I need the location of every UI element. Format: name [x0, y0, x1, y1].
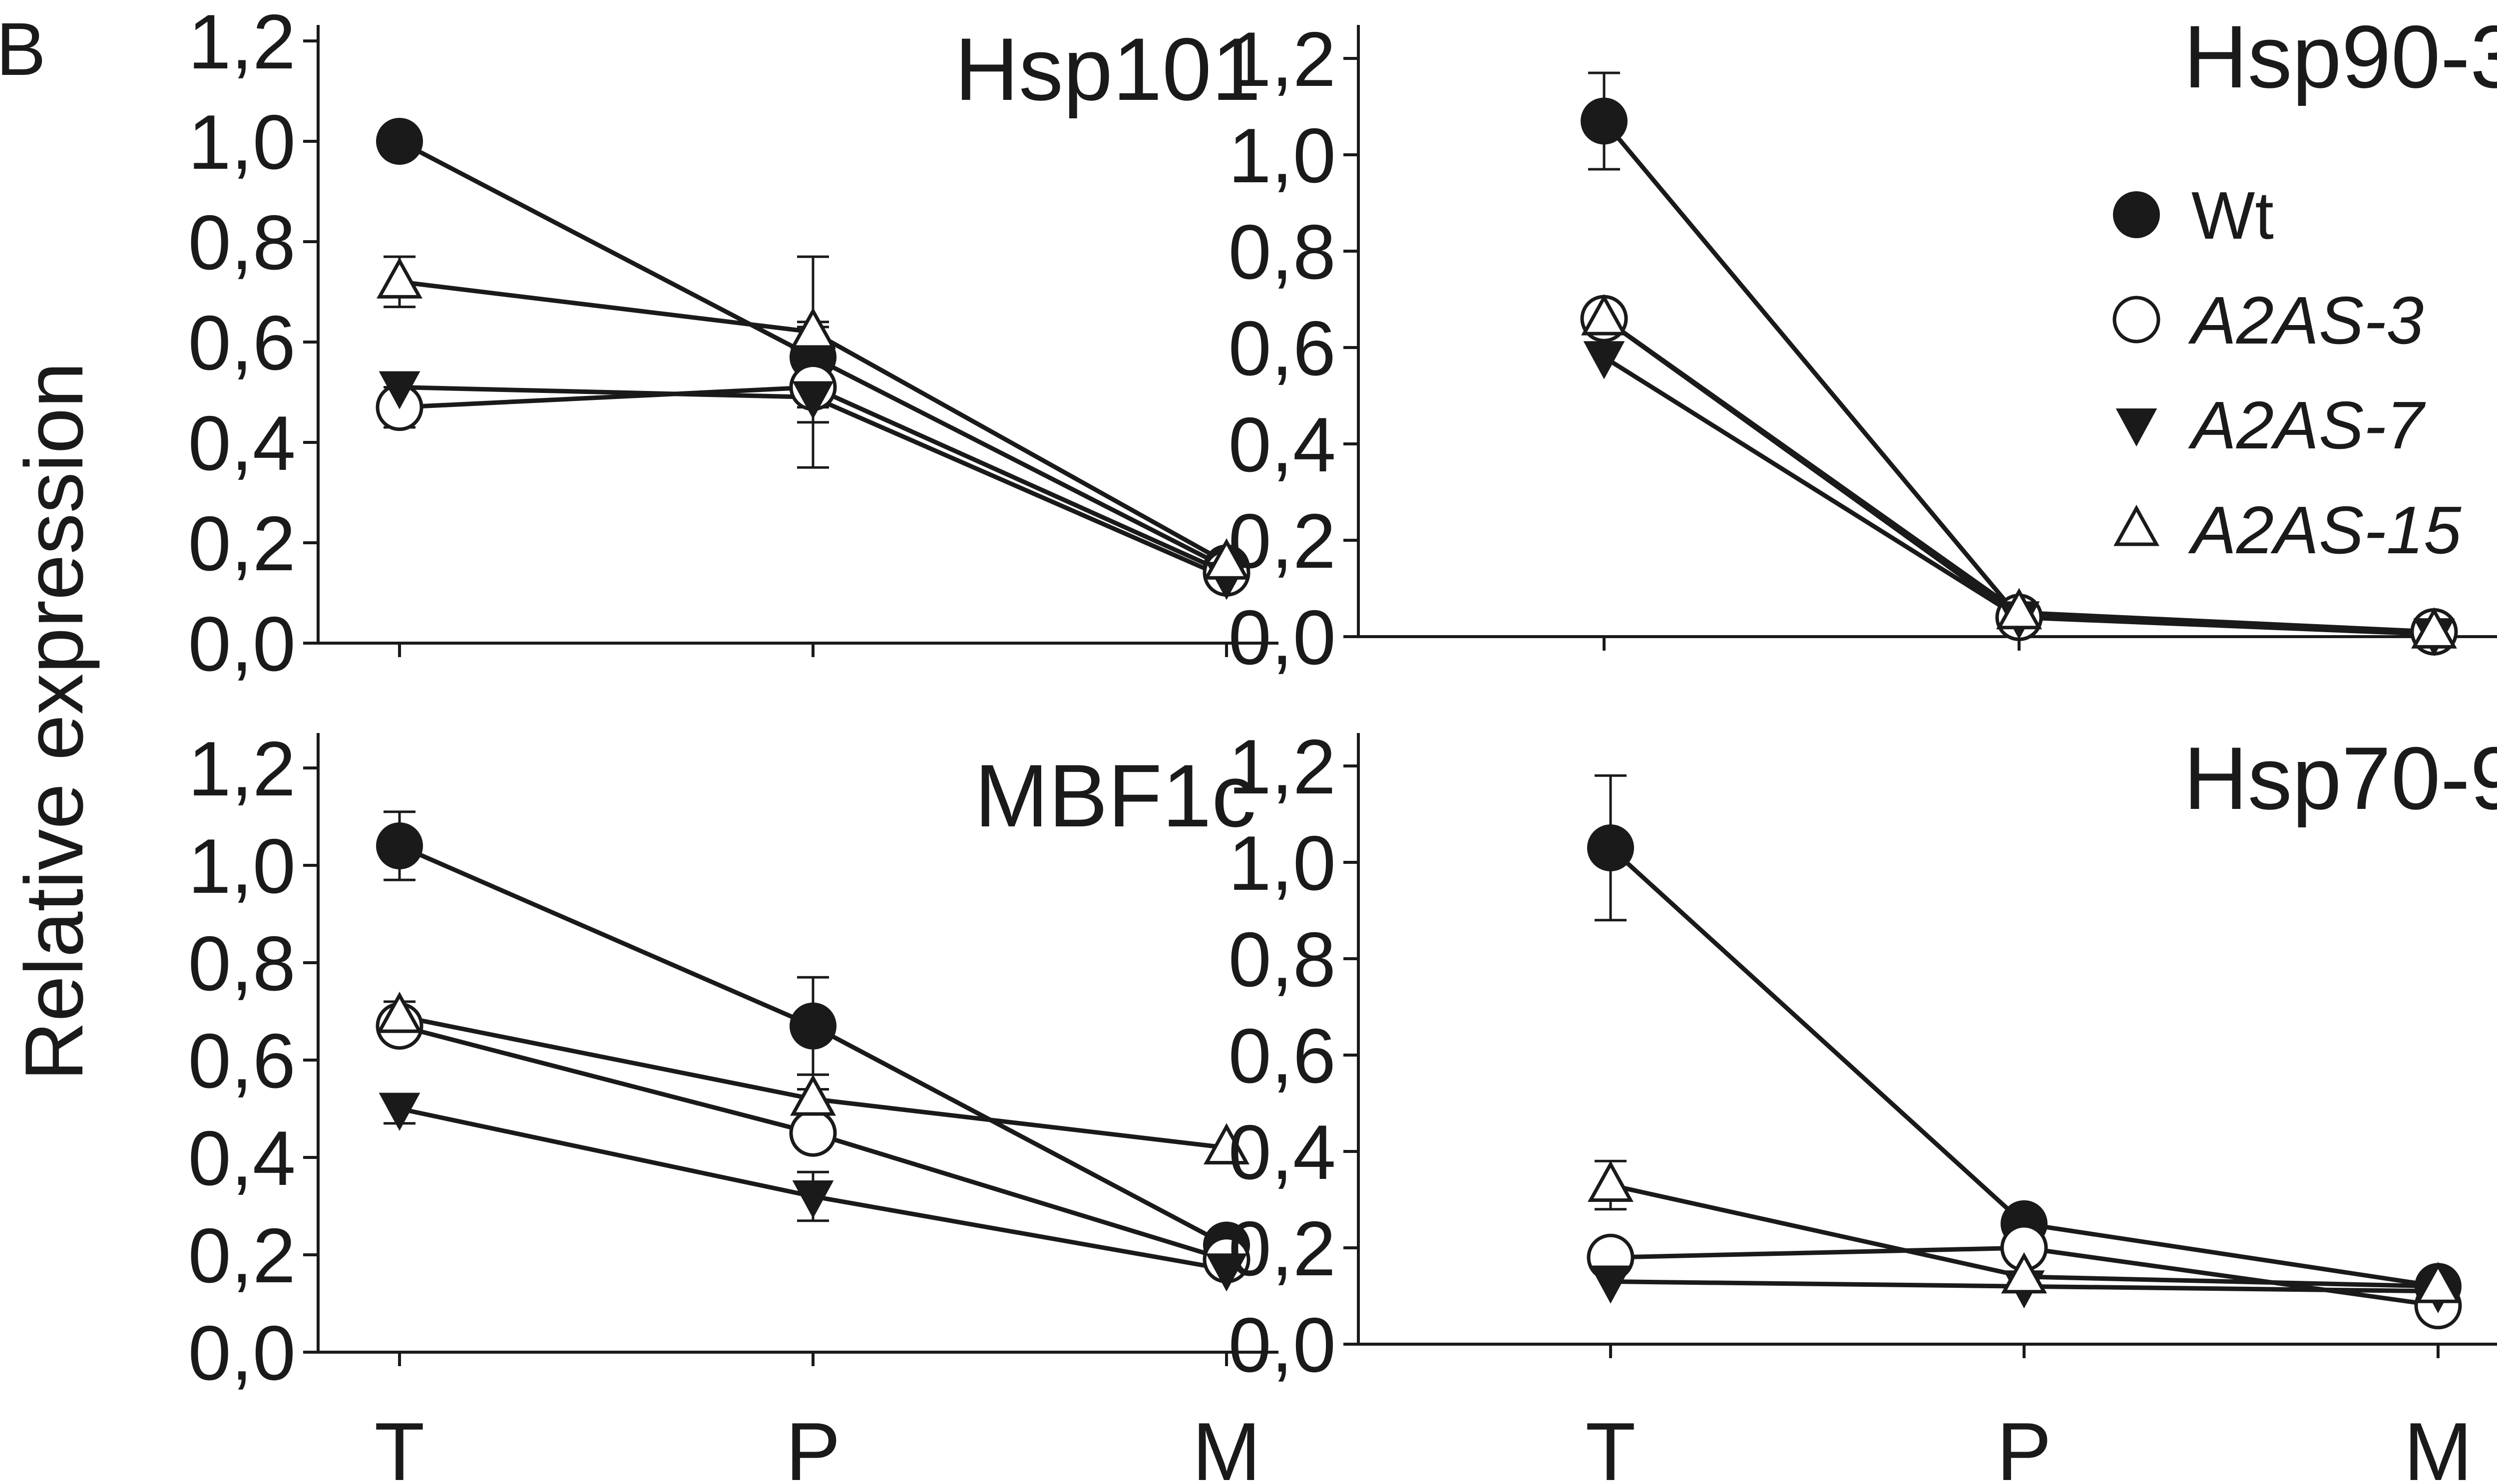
- y-tick-label: 0,4: [1229, 1109, 1336, 1195]
- data-point-wt: [790, 1002, 836, 1050]
- y-tick-label: 1,0: [1229, 820, 1336, 906]
- y-tick-label: 0,4: [188, 400, 296, 486]
- panel-title: MBF1c: [974, 746, 1256, 845]
- data-point-a2as-7: [792, 381, 834, 419]
- data-point-a2as-15: [2001, 1252, 2047, 1294]
- data-point-a2as-15: [2411, 607, 2457, 649]
- panel-hsp70-9: 0,0 0,2 0,4 0,6 0,8 1,0 1,2 T P M Hsp70-9: [1229, 724, 2497, 1484]
- x-tick-label: T: [375, 1406, 425, 1484]
- y-tick-label: 0,4: [1229, 401, 1336, 488]
- data-point-wt: [376, 822, 423, 869]
- y-tick-label: 1,0: [188, 823, 296, 909]
- y-tick-label: 1,2: [1229, 16, 1336, 102]
- data-point-a2as-7: [1583, 341, 1625, 379]
- panel-title: Hsp101: [954, 19, 1261, 119]
- data-point-a2as-15: [1581, 294, 1627, 336]
- data-point-a2as-15: [2415, 1261, 2461, 1303]
- panel-hsp90-3: 0,0 0,2 0,4 0,6 0,8 1,0 1,2 Hsp90-3: [1229, 7, 2497, 681]
- y-tick-label: 0,2: [188, 1212, 296, 1299]
- x-tick-label: M: [1192, 1406, 1260, 1484]
- y-tick-label: 0,6: [188, 300, 296, 386]
- x-tick-label: P: [1997, 1406, 2052, 1484]
- y-tick-label: 0,8: [1229, 916, 1336, 1003]
- legend-marker-wt: [2113, 191, 2160, 238]
- data-point-a2as-3: [789, 1109, 837, 1157]
- y-tick-label: 0,6: [1229, 305, 1336, 391]
- y-tick-label: 1,2: [1229, 724, 1336, 810]
- y-tick-label: 0,6: [188, 1018, 296, 1104]
- legend-marker-a2as-3: [2112, 296, 2160, 344]
- data-point-a2as-15: [790, 1074, 836, 1116]
- data-point-a2as-7: [379, 371, 420, 409]
- panel-title: Hsp70-9: [2183, 729, 2497, 828]
- series-line-a2as-3: [1603, 317, 2435, 634]
- data-point-a2as-7: [1590, 1265, 1632, 1304]
- y-tick-label: 1,2: [188, 726, 296, 812]
- legend-marker-a2as-7: [2115, 408, 2157, 447]
- legend-marker-a2as-15: [2113, 504, 2159, 546]
- legend-label-wt: Wt: [2191, 178, 2274, 253]
- panel-mbf1c: 0,0 0,2 0,4 0,6 0,8 1,0 1,2 T P M MBF1c: [188, 726, 1278, 1484]
- data-point-a2as-7: [1206, 1253, 1248, 1292]
- panel-letter: B: [0, 7, 46, 91]
- panel-title: Hsp90-3: [2183, 7, 2497, 106]
- y-tick-label: 0,6: [1229, 1013, 1336, 1099]
- legend-label-a2as-3: A2AS-3: [2188, 283, 2424, 358]
- y-axis-label: Relative expression: [8, 362, 100, 1081]
- y-tick-label: 0,0: [188, 601, 296, 687]
- data-point-a2as-15: [790, 307, 836, 349]
- y-tick-label: 0,0: [1229, 594, 1336, 681]
- y-tick-label: 1,0: [1229, 112, 1336, 199]
- y-tick-label: 0,0: [1229, 1302, 1336, 1388]
- legend-label-a2as-15: A2AS-15: [2188, 492, 2462, 568]
- y-tick-label: 0,2: [1229, 1205, 1336, 1292]
- data-point-wt: [376, 118, 423, 165]
- x-tick-label: M: [2404, 1406, 2472, 1484]
- data-point-a2as-15: [377, 257, 422, 299]
- y-tick-label: 0,2: [188, 500, 296, 587]
- data-point-a2as-15: [1996, 588, 2042, 630]
- panels: 0,00,20,40,60,81,01,2 Hsp1010,00,20,40,60…: [188, 0, 2497, 1484]
- data-point-a2as-7: [379, 1093, 420, 1131]
- y-tick-label: 0,4: [188, 1115, 296, 1201]
- legend-label-a2as-7: A2AS-7: [2188, 387, 2426, 463]
- data-point-a2as-15: [1204, 538, 1249, 580]
- x-tick-label: T: [1586, 1406, 1636, 1484]
- data-point-a2as-15: [377, 992, 422, 1033]
- data-point-a2as-15: [1588, 1160, 1634, 1202]
- data-point-wt: [1581, 97, 1628, 145]
- y-tick-label: 0,8: [1229, 209, 1336, 295]
- y-tick-label: 0,8: [188, 920, 296, 1007]
- y-tick-label: 1,0: [188, 99, 296, 185]
- data-point-a2as-7: [792, 1180, 834, 1219]
- y-tick-label: 0,0: [188, 1310, 296, 1396]
- x-tick-label: P: [786, 1406, 840, 1484]
- data-point-wt: [1587, 824, 1634, 872]
- series-line-a2as-15: [1603, 317, 2435, 634]
- data-point-a2as-15: [1204, 1123, 1249, 1164]
- y-tick-label: 0,8: [188, 199, 296, 286]
- y-tick-label: 0,2: [1229, 498, 1336, 584]
- legend: Wt A2AS-3 A2AS-7 A2AS-15: [2112, 178, 2462, 568]
- panel-hsp101: 0,0 0,2 0,4 0,6 0,8 1,0 1,2 Hsp101: [188, 0, 1278, 687]
- y-tick-label: 1,2: [188, 0, 296, 85]
